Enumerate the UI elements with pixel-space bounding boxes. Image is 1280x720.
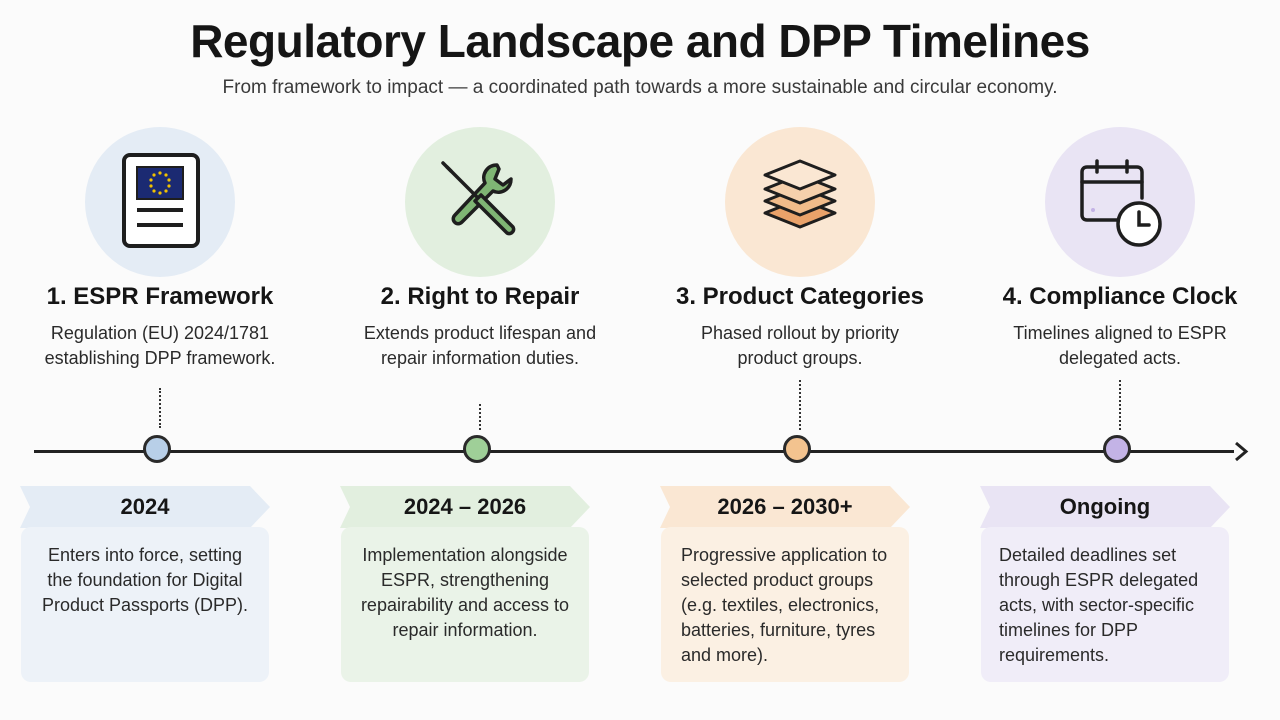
timeline-step-product-categories: 3. Product Categories Phased rollout by … xyxy=(655,0,945,720)
step-description: Extends product lifespan and repair info… xyxy=(363,323,597,368)
step-title: 4. Compliance Clock xyxy=(1002,283,1238,310)
timeline-step-compliance-clock: 4. Compliance Clock Timelines aligned to… xyxy=(975,0,1265,720)
details-card: Detailed deadlines set through ESPR dele… xyxy=(981,527,1229,682)
timeline-axis xyxy=(34,450,1234,453)
screwdriver-wrench-icon xyxy=(435,157,525,247)
icon-circle xyxy=(1045,127,1195,277)
period-ribbon: 2024 – 2026 xyxy=(340,486,590,528)
details-card: Enters into force, setting the foundatio… xyxy=(21,527,269,682)
step-description: Regulation (EU) 2024/1781 establishing D… xyxy=(44,323,276,368)
details-text: Enters into force, setting the foundatio… xyxy=(41,545,249,615)
timeline-node xyxy=(1103,435,1131,463)
details-card: Implementation alongside ESPR, strengthe… xyxy=(341,527,589,682)
connector-dots xyxy=(479,404,481,430)
timeline-node xyxy=(143,435,171,463)
timeline-node xyxy=(463,435,491,463)
timeline-node xyxy=(783,435,811,463)
step-title: 1. ESPR Framework xyxy=(46,283,274,310)
details-card: Progressive application to selected prod… xyxy=(661,527,909,682)
connector-dots xyxy=(799,380,801,430)
step-title: 3. Product Categories xyxy=(675,283,925,310)
step-description: Timelines aligned to ESPR delegated acts… xyxy=(1013,323,1227,368)
page-title: Regulatory Landscape and DPP Timelines xyxy=(190,15,1090,67)
calendar-clock-icon xyxy=(1075,158,1170,253)
details-text: Progressive application to selected prod… xyxy=(681,545,888,665)
details-text: Detailed deadlines set through ESPR dele… xyxy=(999,545,1199,665)
step-title: 2. Right to Repair xyxy=(380,283,580,310)
page-subtitle: From framework to impact — a coordinated… xyxy=(222,77,1058,98)
period-ribbon: Ongoing xyxy=(980,486,1230,528)
period-ribbon: 2024 xyxy=(20,486,270,528)
timeline-step-espr: 1. ESPR Framework Regulation (EU) 2024/1… xyxy=(15,0,305,720)
connector-dots xyxy=(1119,380,1121,430)
timeline-step-right-to-repair: 2. Right to Repair Extends product lifes… xyxy=(335,0,625,720)
timeline-arrow-icon xyxy=(1235,441,1249,462)
document-eu-flag-icon xyxy=(121,152,201,252)
step-description: Phased rollout by priority product group… xyxy=(700,323,900,368)
details-text: Implementation alongside ESPR, strengthe… xyxy=(360,545,570,640)
period-ribbon: 2026 – 2030+ xyxy=(660,486,910,528)
stacked-layers-icon xyxy=(755,155,845,245)
connector-dots xyxy=(159,388,161,428)
